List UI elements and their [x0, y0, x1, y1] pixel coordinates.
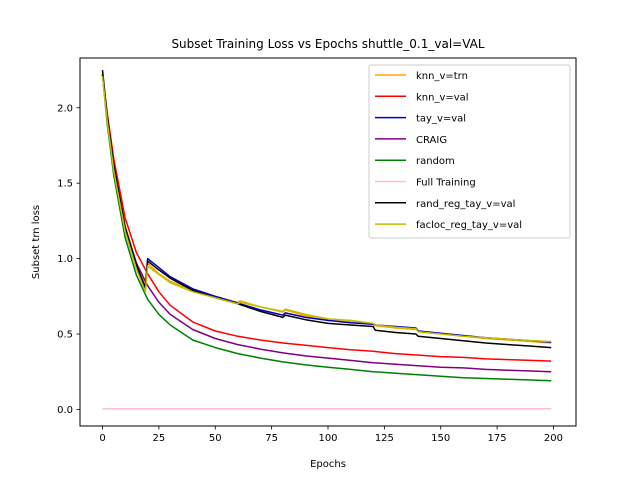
- y-tick-label: 0.5: [57, 330, 73, 341]
- x-tick-label: 125: [375, 433, 394, 444]
- series-line-6: [101, 70, 552, 349]
- x-tick-label: 25: [153, 433, 166, 444]
- series-line-1: [101, 74, 552, 362]
- y-tick-label: 1.0: [57, 254, 73, 265]
- legend: knn_v=trn knn_v=val tay_v=val CRAIG random Fu…: [368, 64, 571, 239]
- legend-label-6: rand_reg_tay_v=val: [416, 199, 515, 210]
- y-tick-label: 2.0: [57, 103, 73, 114]
- y-axis-label: Subset trn loss: [31, 205, 42, 279]
- legend-label-7: facloc_reg_tay_v=val: [416, 220, 522, 231]
- legend-label-4: random: [416, 156, 455, 167]
- x-tick-label: 150: [431, 433, 450, 444]
- x-tick-label: 200: [544, 433, 563, 444]
- chart-title: Subset Training Loss vs Epochs shuttle_0…: [171, 37, 484, 51]
- x-tick-label: 0: [99, 433, 105, 444]
- x-axis-ticks: 0 25 50 75 100 125 150 175 200: [99, 426, 563, 444]
- legend-label-1: knn_v=val: [416, 92, 469, 103]
- series-line-7: [101, 76, 552, 343]
- y-tick-label: 0.0: [57, 405, 73, 416]
- legend-label-0: knn_v=trn: [416, 71, 468, 82]
- x-tick-label: 50: [209, 433, 222, 444]
- y-tick-label: 1.5: [57, 179, 73, 190]
- y-axis-ticks: 0.0 0.5 1.0 1.5 2.0: [57, 103, 80, 416]
- series-line-4: [101, 74, 552, 382]
- x-axis-label: Epochs: [310, 459, 346, 470]
- x-tick-label: 75: [265, 433, 278, 444]
- legend-box: [368, 64, 571, 239]
- legend-label-5: Full Training: [416, 178, 476, 189]
- x-tick-label: 100: [318, 433, 337, 444]
- legend-label-3: CRAIG: [416, 135, 447, 146]
- plot-area-frame: [79, 57, 577, 427]
- plot-lines: [101, 70, 552, 410]
- legend-label-2: tay_v=val: [416, 114, 466, 125]
- x-tick-label: 175: [488, 433, 507, 444]
